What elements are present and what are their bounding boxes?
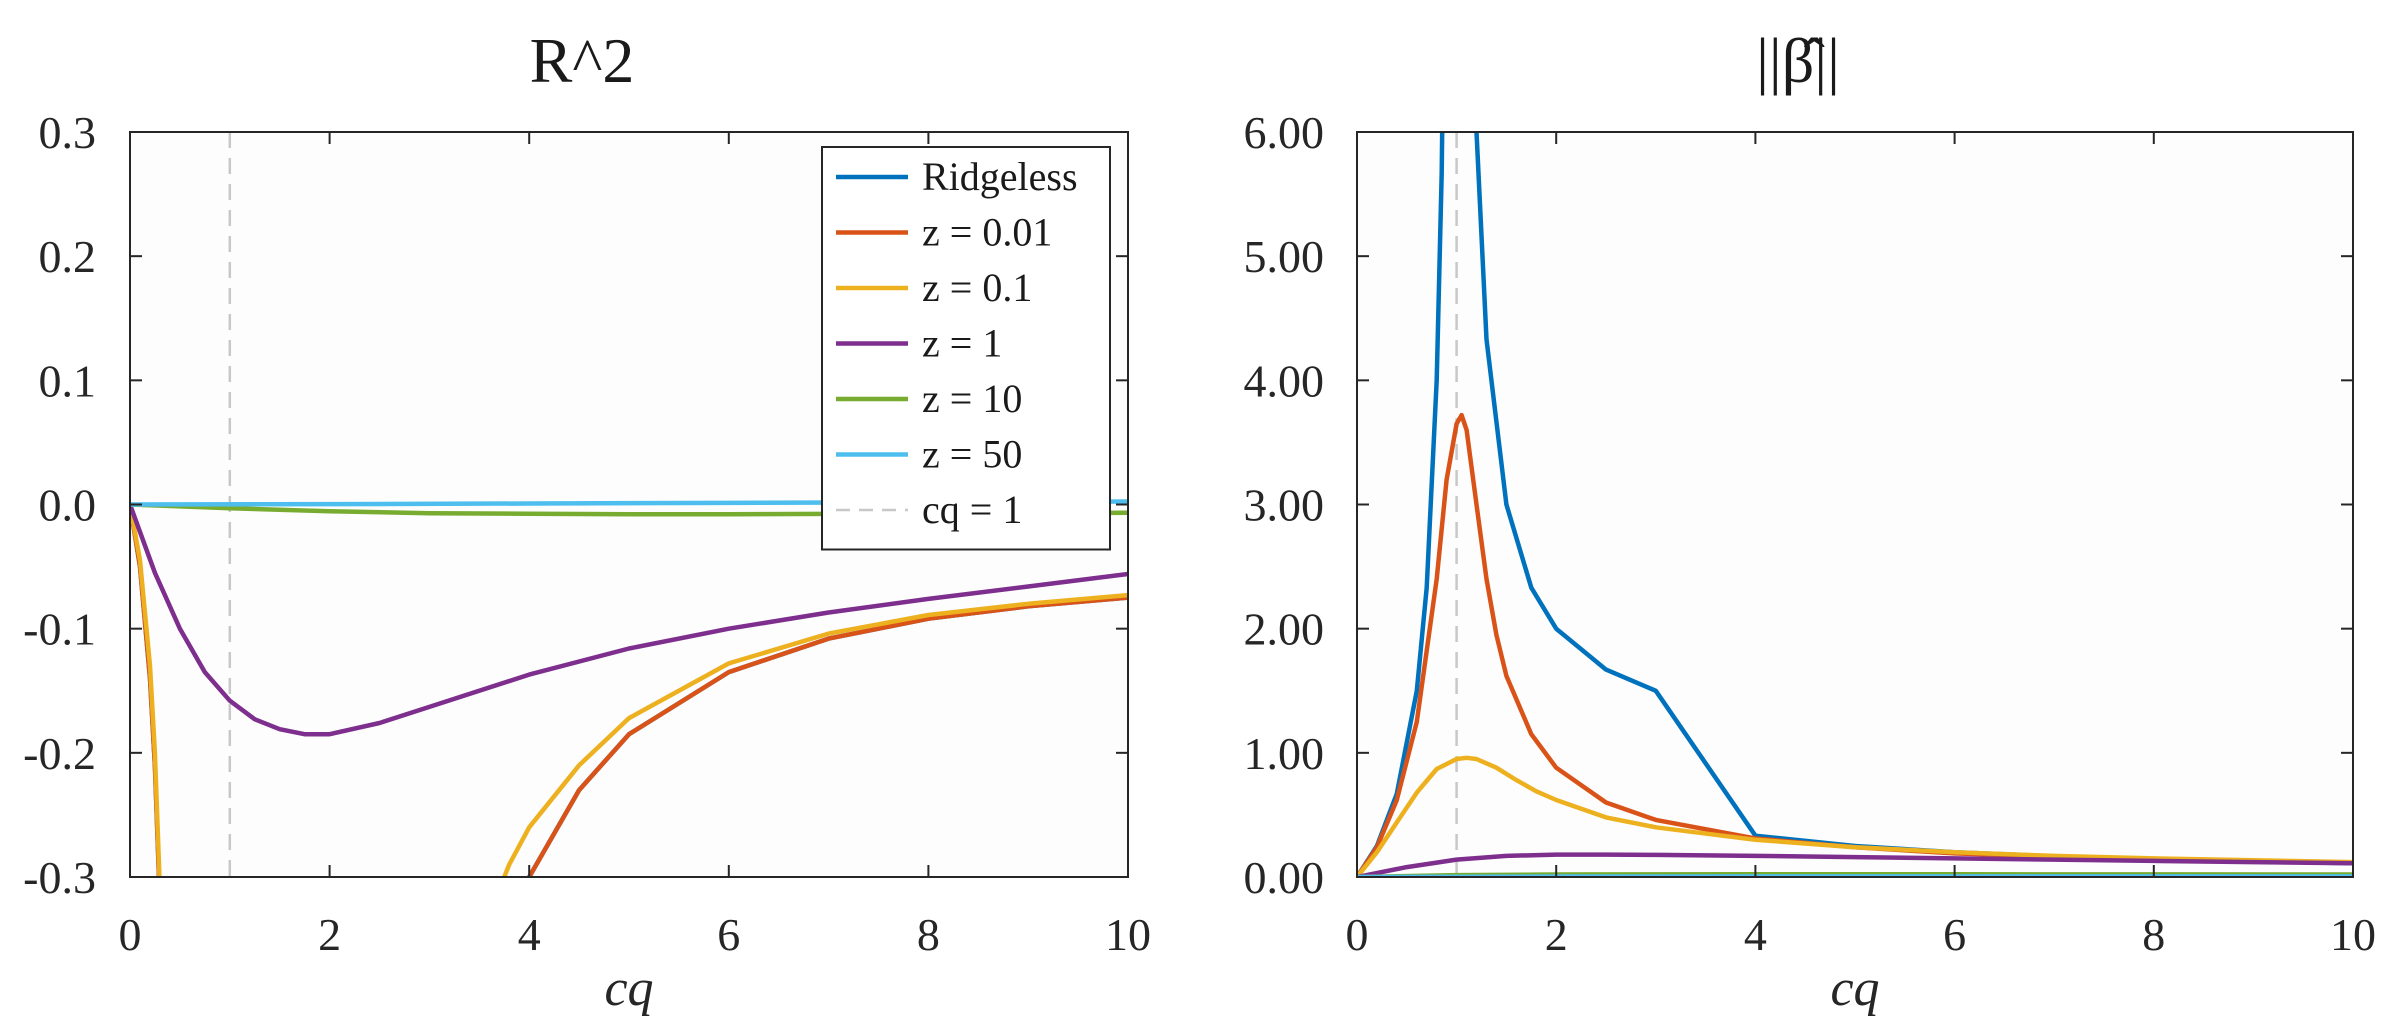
y-tick-label: 1.00 (1244, 728, 1325, 779)
y-tick-label: 3.00 (1244, 480, 1325, 531)
x-tick-label: 0 (119, 909, 142, 960)
chart-title-r2: R^2 (530, 25, 635, 96)
y-tick-label: -0.1 (23, 604, 96, 655)
y-tick-label: 5.00 (1244, 231, 1325, 282)
x-tick-label: 8 (2142, 909, 2165, 960)
legend-label: z = 50 (922, 432, 1022, 477)
y-tick-label: 0.0 (39, 480, 97, 531)
y-tick-label: 0.1 (39, 355, 97, 406)
beta-norm-chart: 6.00 5.00 4.00 3.00 2.00 1.00 0.00 0 2 4 6 8 10 cq ||β… (1244, 25, 2377, 1017)
legend-label: z = 10 (922, 376, 1022, 421)
legend-label: z = 1 (922, 321, 1002, 366)
y-tick-label: 0.00 (1244, 852, 1325, 903)
legend: Ridgeless z = 0.01 z = 0.1 z = 1 z = 10 z = 5… (821, 146, 1111, 551)
x-axis-label: cq (604, 960, 653, 1017)
chart-title-beta-norm: ||β̂|| (1756, 25, 1840, 96)
x-tick-label: 2 (318, 909, 341, 960)
legend-label: Ridgeless (922, 154, 1078, 199)
x-tick-label: 6 (717, 909, 740, 960)
x-tick-label: 4 (1744, 909, 1767, 960)
x-tick-label: 10 (1105, 909, 1151, 960)
y-tick-label: 6.00 (1244, 107, 1325, 158)
x-axis-label: cq (1830, 960, 1879, 1017)
y-tick-label: 2.00 (1244, 604, 1325, 655)
y-tick-label: -0.3 (23, 852, 96, 903)
series-line-z-0-1 (130, 502, 1128, 877)
series-line-z-1 (1357, 852, 2353, 877)
plot-area (1357, 132, 2353, 877)
x-tick-label: 0 (1346, 909, 1369, 960)
y-tick-label: 0.3 (39, 107, 97, 158)
x-tick-label: 8 (917, 909, 940, 960)
series-line-z-1 (130, 502, 1128, 737)
series-line-z-0-1 (1357, 755, 2353, 877)
legend-box (821, 146, 1111, 551)
x-tick-label: 4 (518, 909, 541, 960)
legend-label: z = 0.01 (922, 210, 1052, 255)
x-tick-label: 2 (1545, 909, 1568, 960)
y-tick-label: 0.2 (39, 231, 97, 282)
y-tick-label: 4.00 (1244, 355, 1325, 406)
y-tick-label: -0.2 (23, 728, 96, 779)
x-tick-label: 6 (1943, 909, 1966, 960)
legend-label: cq = 1 (922, 487, 1022, 532)
x-tick-label: 10 (2330, 909, 2376, 960)
legend-label: z = 0.1 (922, 265, 1032, 310)
